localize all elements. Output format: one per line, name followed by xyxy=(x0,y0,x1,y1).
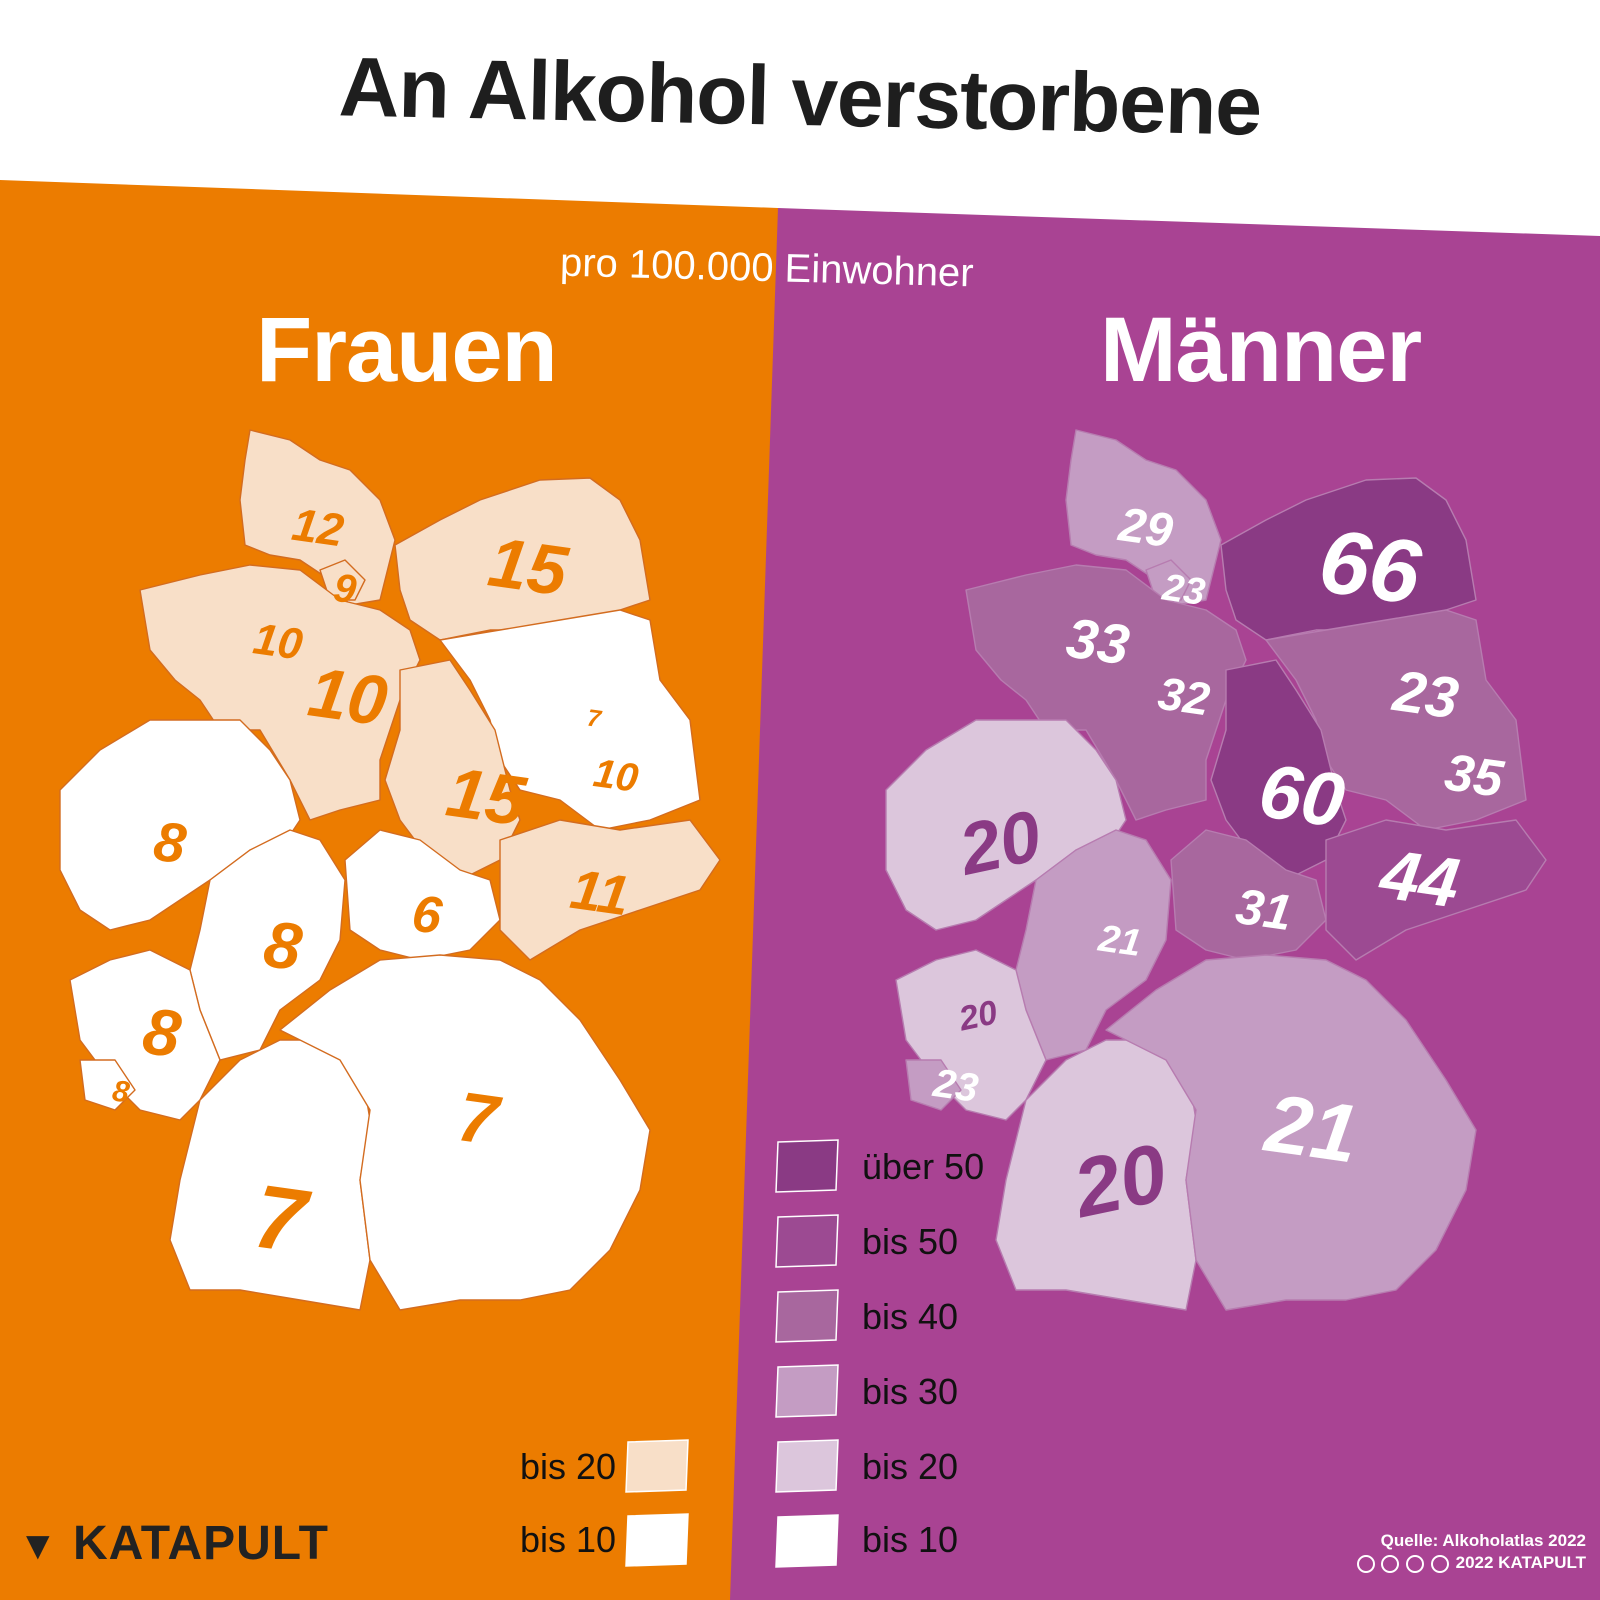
state-value-label: 20 xyxy=(1064,1127,1174,1235)
maenner-legend-swatch xyxy=(775,1289,839,1343)
maenner-legend-swatch xyxy=(775,1439,839,1493)
state-value-label: 20 xyxy=(955,993,1001,1038)
maenner-map: 29 23 66 33 32 23 35 60 20 21 31 44 20 23 20 21 xyxy=(885,429,1547,1311)
state-value-label: 10 xyxy=(250,614,306,669)
maenner-legend-swatch xyxy=(775,1214,839,1268)
state-value-label: 66 xyxy=(1313,511,1427,624)
state-value-label: 29 xyxy=(1115,498,1177,558)
state-value-label: 35 xyxy=(1441,743,1507,809)
state-by xyxy=(1105,954,1477,1311)
state-sl xyxy=(905,1059,962,1111)
state-value-label: 21 xyxy=(1258,1078,1363,1181)
state-value-label: 60 xyxy=(1254,748,1350,844)
cc-icon xyxy=(1356,1554,1375,1573)
frauen-title: Frauen xyxy=(256,299,558,401)
source-text: Quelle: Alkoholatlas 2022 xyxy=(1380,1531,1586,1550)
state-value-label: 12 xyxy=(289,498,347,557)
nc-icon xyxy=(1406,1554,1425,1573)
state-value-label: 15 xyxy=(442,752,531,840)
state-value-label: 11 xyxy=(567,857,633,927)
state-value-label: 44 xyxy=(1374,834,1464,922)
maenner-legend-label: über 50 xyxy=(862,1146,985,1187)
state-value-label: 8 xyxy=(110,1074,131,1109)
state-value-label: 31 xyxy=(1232,878,1295,941)
maenner-legend-label: bis 10 xyxy=(862,1519,959,1560)
state-mv xyxy=(1220,477,1477,641)
frauen-legend-label: bis 20 xyxy=(520,1446,617,1487)
maenner-title: Männer xyxy=(1100,299,1422,401)
state-value-label: 10 xyxy=(591,751,641,801)
copyright-line: 2022 KATAPULT xyxy=(1356,1552,1586,1574)
state-value-label: 7 xyxy=(585,705,604,734)
state-sn xyxy=(499,819,721,961)
maenner-legend-swatch xyxy=(775,1514,839,1568)
state-value-label: 23 xyxy=(1388,658,1462,731)
source-credit: Quelle: Alkoholatlas 2022 2022 KATAPULT xyxy=(1356,1530,1586,1574)
state-value-label: 15 xyxy=(484,522,573,610)
state-ni xyxy=(965,564,1247,821)
copyright-text: 2022 KATAPULT xyxy=(1455,1553,1586,1572)
state-value-label: 10 xyxy=(304,652,392,740)
state-value-label: 32 xyxy=(1155,667,1213,726)
state-value-label: 21 xyxy=(1095,917,1144,965)
maenner-legend-label: bis 50 xyxy=(862,1221,959,1262)
nd-icon xyxy=(1430,1554,1449,1573)
maenner-legend-label: bis 20 xyxy=(862,1446,959,1487)
katapult-logo: ▼ KATAPULT xyxy=(18,1516,329,1571)
frauen-legend-swatch xyxy=(625,1439,689,1493)
state-value-label: 23 xyxy=(930,1061,981,1111)
state-sn xyxy=(1325,819,1547,961)
state-value-label: 23 xyxy=(1159,566,1208,614)
maenner-legend-swatch xyxy=(775,1139,839,1193)
maenner-legend-label: bis 40 xyxy=(862,1296,959,1337)
state-by xyxy=(279,954,651,1311)
maenner-legend-swatch xyxy=(775,1364,839,1418)
logo-text: KATAPULT xyxy=(72,1517,329,1570)
state-mv xyxy=(394,477,651,641)
ice-cream-icon: ▼ xyxy=(18,1524,59,1568)
frauen-legend-swatch xyxy=(625,1513,689,1567)
frauen-legend-label: bis 10 xyxy=(520,1519,617,1560)
state-sl xyxy=(79,1059,136,1111)
state-value-label: 20 xyxy=(951,796,1048,891)
by-icon xyxy=(1381,1554,1400,1573)
legend-swatches xyxy=(625,1139,839,1568)
state-value-label: 33 xyxy=(1063,606,1133,677)
state-ni xyxy=(139,564,421,821)
maenner-legend-label: bis 30 xyxy=(862,1371,959,1412)
